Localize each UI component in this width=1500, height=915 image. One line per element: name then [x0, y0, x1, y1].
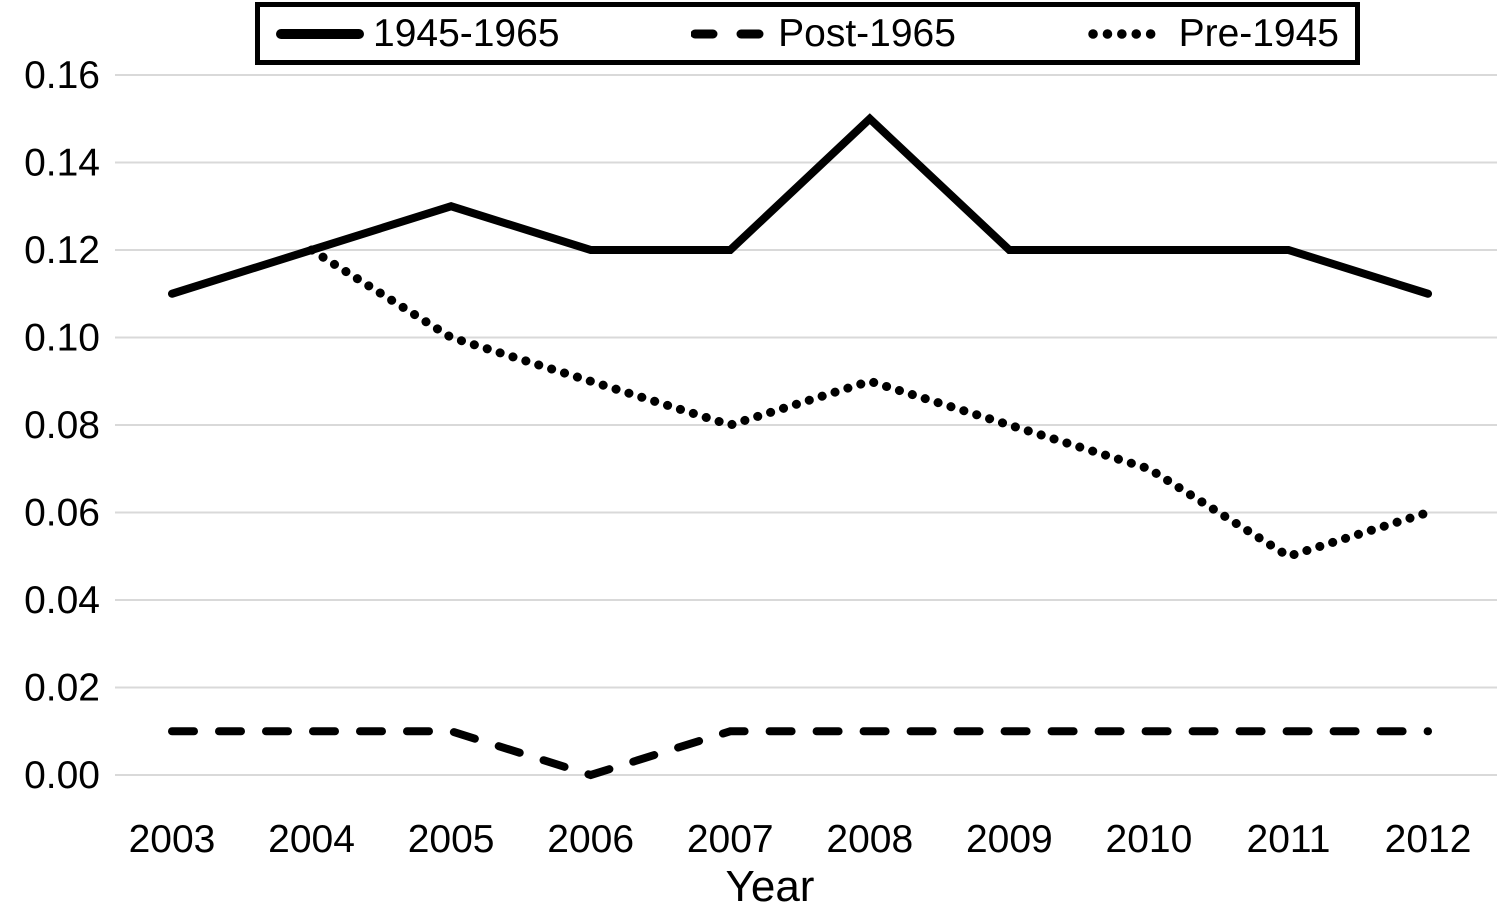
y-tick-label: 0.12 — [24, 229, 100, 272]
legend-label: Pre-1945 — [1178, 11, 1339, 55]
y-tick-label: 0.08 — [24, 404, 100, 447]
x-tick-label: 2010 — [1106, 818, 1193, 861]
y-tick-label: 0.04 — [24, 579, 100, 622]
y-tick-label: 0.00 — [24, 754, 100, 797]
y-tick-label: 0.02 — [24, 667, 100, 710]
y-tick-label: 0.16 — [24, 54, 100, 97]
dotted-line-icon — [1087, 28, 1170, 39]
legend-entry-1945-1965: 1945-1965 — [276, 12, 560, 56]
x-tick-label: 2012 — [1385, 818, 1472, 861]
solid-line-icon — [276, 28, 364, 39]
legend-label: 1945-1965 — [373, 11, 560, 55]
y-tick-label: 0.10 — [24, 317, 100, 360]
x-axis-title: Year — [726, 862, 815, 911]
series-line-pre-1945 — [307, 245, 1433, 562]
x-tick-label: 2008 — [826, 818, 913, 861]
x-tick-label: 2005 — [408, 818, 495, 861]
y-tick-label: 0.14 — [24, 142, 100, 185]
x-tick-label: 2003 — [129, 818, 216, 861]
x-tick-label: 2007 — [687, 818, 774, 861]
x-tick-label: 2011 — [1247, 818, 1331, 861]
y-tick-label: 0.06 — [24, 492, 100, 535]
x-tick-label: 2006 — [547, 818, 634, 861]
legend-label: Post-1965 — [778, 11, 956, 55]
series-line-post-1965 — [168, 727, 1433, 780]
dashed-line-icon — [691, 29, 770, 38]
legend-entry-post-1965: Post-1965 — [691, 12, 956, 56]
legend-entry-pre-1945: Pre-1945 — [1087, 11, 1339, 56]
x-tick-label: 2004 — [268, 818, 355, 861]
x-tick-label: 2009 — [966, 818, 1053, 861]
legend: 1945-1965 Post-1965 Pre-1945 — [255, 2, 1360, 65]
series-line-1945-1965 — [168, 113, 1433, 298]
